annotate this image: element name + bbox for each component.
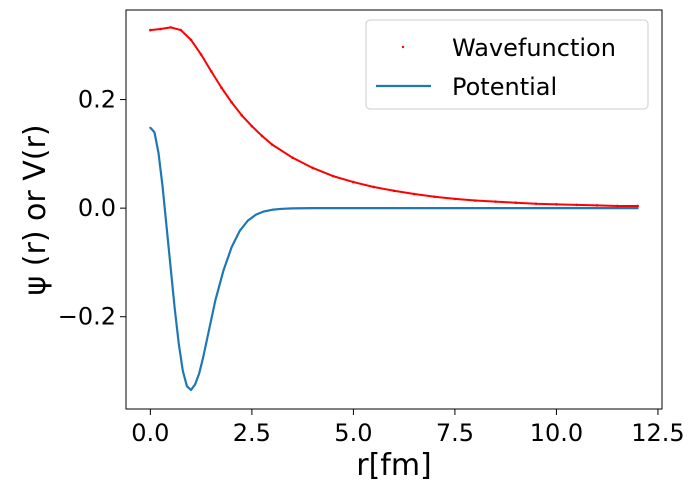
- data-point-wavefunction: [514, 201, 518, 205]
- data-point-wavefunction: [534, 202, 538, 206]
- data-point-wavefunction: [250, 124, 254, 128]
- data-point-wavefunction: [209, 70, 213, 73]
- data-point-wavefunction: [199, 53, 203, 56]
- series-line-potential: [149, 126, 639, 392]
- data-point-wavefunction: [392, 189, 396, 193]
- data-point-wavefunction: [149, 28, 152, 32]
- y-axis-ticks: −0.2 0.0 0.2: [58, 86, 126, 331]
- data-point-wavefunction: [453, 197, 457, 201]
- legend-label-potential: Potential: [452, 73, 557, 101]
- data-point-wavefunction: [311, 166, 315, 170]
- data-point-wavefunction: [240, 114, 244, 117]
- data-point-wavefunction: [220, 86, 223, 89]
- data-point-wavefunction: [179, 28, 183, 32]
- legend-label-wavefunction: Wavefunction: [452, 34, 616, 62]
- legend: Wavefunction Potential: [365, 19, 649, 110]
- x-tick-label: 12.5: [631, 419, 684, 447]
- data-point-wavefunction: [616, 204, 619, 208]
- x-axis-label: r[fm]: [356, 448, 432, 483]
- y-tick-label: 0.2: [78, 86, 116, 114]
- data-point-wavefunction: [595, 204, 599, 207]
- x-tick-label: 0.0: [131, 419, 169, 447]
- data-point-wavefunction: [473, 199, 477, 202]
- data-point-wavefunction: [189, 38, 193, 42]
- y-axis-label: ψ (r) or V(r): [18, 124, 53, 295]
- x-tick-label: 10.0: [530, 419, 583, 447]
- data-point-wavefunction: [352, 180, 355, 184]
- data-point-wavefunction: [270, 143, 274, 146]
- legend-box: [365, 19, 649, 110]
- x-tick-label: 5.0: [334, 419, 372, 447]
- data-point-wavefunction: [331, 174, 335, 178]
- x-tick-label: 2.5: [233, 419, 271, 447]
- data-point-wavefunction: [555, 203, 558, 206]
- data-point-wavefunction: [494, 200, 497, 203]
- data-point-wavefunction: [291, 156, 294, 159]
- data-point-wavefunction: [575, 203, 579, 207]
- axes-frame: [125, 9, 663, 410]
- data-point-wavefunction: [433, 195, 436, 199]
- legend-marker-wavefunction: [401, 45, 405, 49]
- x-tick-label: 7.5: [436, 419, 474, 447]
- data-point-wavefunction: [636, 204, 639, 208]
- plot-area: [149, 26, 639, 392]
- data-point-wavefunction: [413, 192, 416, 196]
- data-point-wavefunction: [169, 26, 172, 29]
- data-point-wavefunction: [260, 134, 264, 138]
- y-tick-label: −0.2: [58, 303, 116, 331]
- y-tick-label: 0.0: [78, 194, 116, 222]
- x-axis-ticks: 0.0 2.5 5.0 7.5 10.0 12.5: [131, 409, 685, 447]
- data-point-wavefunction: [159, 27, 162, 31]
- data-point-wavefunction: [372, 185, 375, 189]
- data-point-wavefunction: [230, 100, 233, 104]
